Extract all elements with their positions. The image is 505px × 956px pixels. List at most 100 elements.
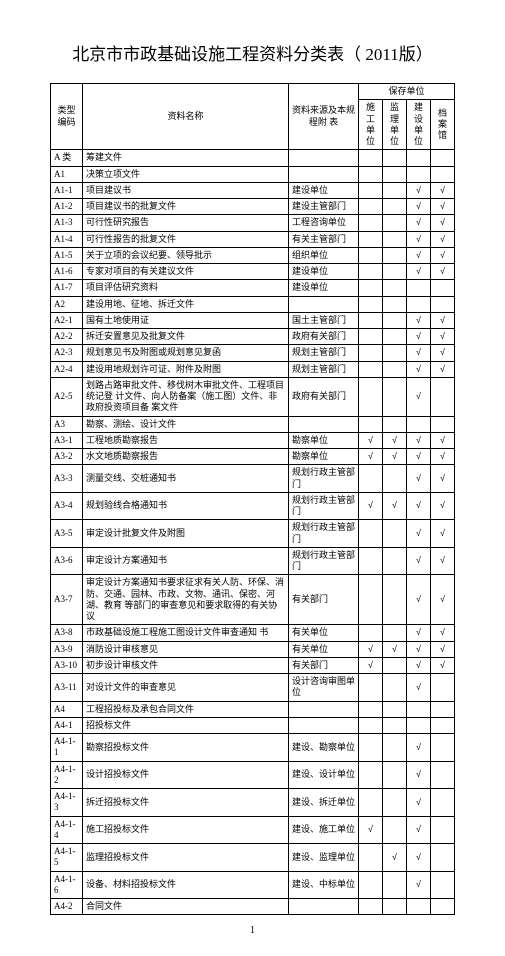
cell-source: 组织单位 <box>288 247 358 263</box>
cell-check-0 <box>358 329 382 345</box>
cell-check-2: √ <box>406 816 430 844</box>
cell-check-3 <box>430 816 454 844</box>
cell-check-3: √ <box>430 264 454 280</box>
cell-check-1 <box>382 701 406 717</box>
cell-code: A4-1-4 <box>51 816 83 844</box>
cell-source: 有关部门 <box>288 657 358 673</box>
cell-check-1 <box>382 816 406 844</box>
table-row: A4-1-1勘察招投标文件建设、勘察单位√ <box>51 734 455 762</box>
header-unit-3: 档案馆 <box>430 100 454 150</box>
cell-check-0 <box>358 734 382 762</box>
table-body: A 类筹建文件A1决策立项文件A1-1项目建议书建设单位√√A1-2项目建议书的… <box>51 150 455 915</box>
cell-check-3: √ <box>430 199 454 215</box>
cell-check-2: √ <box>406 345 430 361</box>
cell-name: 勘察、测绘、设计文件 <box>83 416 289 432</box>
table-row: A2建设用地、征地、拆迁文件 <box>51 296 455 312</box>
cell-name: 工程招投标及承包合同文件 <box>83 701 289 717</box>
header-source: 资料来源及本规程附 表 <box>288 84 358 150</box>
cell-check-3: √ <box>430 312 454 328</box>
cell-check-3: √ <box>430 547 454 575</box>
cell-check-1 <box>382 717 406 733</box>
cell-check-2: √ <box>406 361 430 377</box>
cell-source: 建设、监理单位 <box>288 844 358 872</box>
cell-check-2 <box>406 899 430 915</box>
cell-check-1: √ <box>382 641 406 657</box>
cell-code: A1-3 <box>51 215 83 231</box>
cell-check-2: √ <box>406 844 430 872</box>
cell-check-1 <box>382 871 406 899</box>
table-row: A2-1国有土地使用证国土主管部门√√ <box>51 312 455 328</box>
cell-source <box>288 416 358 432</box>
cell-check-3: √ <box>430 432 454 448</box>
cell-name: 消防设计审核意见 <box>83 641 289 657</box>
cell-code: A3-6 <box>51 547 83 575</box>
cell-check-3: √ <box>430 345 454 361</box>
cell-name: 关于立项的会议纪要、领导批示 <box>83 247 289 263</box>
table-row: A4工程招投标及承包合同文件 <box>51 701 455 717</box>
cell-code: A1 <box>51 166 83 182</box>
cell-check-0 <box>358 789 382 817</box>
cell-name: 招投标文件 <box>83 717 289 733</box>
cell-source: 建设、拆迁单位 <box>288 789 358 817</box>
cell-check-2: √ <box>406 465 430 493</box>
header-unit-2: 建设单位 <box>406 100 430 150</box>
cell-check-3: √ <box>430 361 454 377</box>
table-row: A3-8市政基础设施工程施工图设计文件审查通知 书有关单位√√ <box>51 625 455 641</box>
cell-source: 有关部门 <box>288 575 358 625</box>
cell-check-0 <box>358 361 382 377</box>
cell-source: 设计咨询审图单位 <box>288 674 358 702</box>
cell-check-2: √ <box>406 264 430 280</box>
cell-check-0 <box>358 761 382 789</box>
cell-check-0 <box>358 416 382 432</box>
cell-check-0 <box>358 166 382 182</box>
cell-name: 筹建文件 <box>83 150 289 166</box>
cell-check-2: √ <box>406 182 430 198</box>
cell-check-3 <box>430 701 454 717</box>
cell-check-2: √ <box>406 520 430 548</box>
cell-source: 有关单位 <box>288 625 358 641</box>
cell-check-0 <box>358 247 382 263</box>
cell-code: A3-11 <box>51 674 83 702</box>
cell-check-0 <box>358 264 382 280</box>
cell-check-2: √ <box>406 674 430 702</box>
cell-name: 审定设计批复文件及附图 <box>83 520 289 548</box>
table-row: A1-4可行性报告的批复文件有关主管部门√√ <box>51 231 455 247</box>
table-row: A1-1项目建议书建设单位√√ <box>51 182 455 198</box>
cell-check-3 <box>430 280 454 296</box>
cell-check-1: √ <box>382 492 406 520</box>
cell-name: 对设计文件的审查意见 <box>83 674 289 702</box>
cell-check-2: √ <box>406 625 430 641</box>
cell-check-2 <box>406 280 430 296</box>
cell-check-1 <box>382 280 406 296</box>
cell-name: 设计招投标文件 <box>83 761 289 789</box>
cell-source: 建设、施工单位 <box>288 816 358 844</box>
cell-code: A3-9 <box>51 641 83 657</box>
cell-check-2: √ <box>406 547 430 575</box>
cell-check-2 <box>406 166 430 182</box>
cell-name: 测量交线、交桩通知书 <box>83 465 289 493</box>
cell-check-3 <box>430 166 454 182</box>
cell-check-0 <box>358 150 382 166</box>
cell-check-0 <box>358 899 382 915</box>
cell-name: 决策立项文件 <box>83 166 289 182</box>
cell-check-3 <box>430 844 454 872</box>
cell-source: 建设主管部门 <box>288 199 358 215</box>
cell-name: 规划意见书及附图或规划意见复函 <box>83 345 289 361</box>
cell-name: 项目建议书的批复文件 <box>83 199 289 215</box>
classification-table: 类型编码 资料名称 资料来源及本规程附 表 保存单位 施工单位 监理单位 建设单… <box>50 83 455 915</box>
cell-name: 可行性研究报告 <box>83 215 289 231</box>
cell-check-0 <box>358 520 382 548</box>
cell-check-2: √ <box>406 199 430 215</box>
cell-check-0 <box>358 377 382 416</box>
cell-check-1 <box>382 547 406 575</box>
cell-check-0 <box>358 701 382 717</box>
cell-check-0 <box>358 199 382 215</box>
cell-check-3 <box>430 717 454 733</box>
table-row: A2-2拆迁安置意见及批复文件政府有关部门√√ <box>51 329 455 345</box>
cell-check-1 <box>382 312 406 328</box>
cell-check-2: √ <box>406 575 430 625</box>
table-row: A3-2水文地质勘察报告勘察单位√√√√ <box>51 449 455 465</box>
cell-check-1 <box>382 296 406 312</box>
cell-name: 建设用地、征地、拆迁文件 <box>83 296 289 312</box>
cell-name: 项目建议书 <box>83 182 289 198</box>
